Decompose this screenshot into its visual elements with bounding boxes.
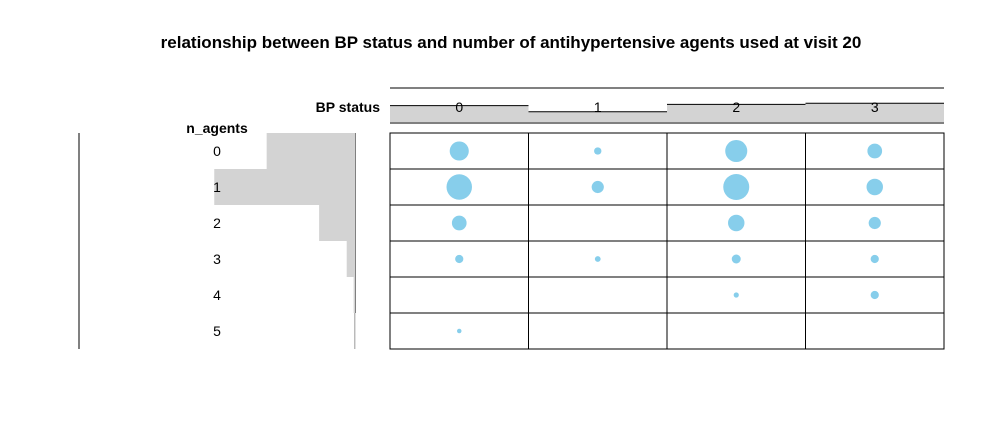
- balloon-point: [870, 254, 879, 264]
- column-label: 0: [455, 99, 463, 115]
- row-label: 0: [213, 143, 221, 159]
- balloon-point: [594, 147, 602, 155]
- balloon-point: [456, 328, 462, 334]
- column-total-bar: [390, 105, 529, 122]
- column-label: 1: [594, 99, 602, 115]
- row-total-bar: [353, 277, 355, 313]
- row-variable-label: n_agents: [186, 120, 248, 136]
- balloon-point: [446, 174, 472, 200]
- row-label: 1: [213, 179, 221, 195]
- row-total-bar: [354, 313, 356, 349]
- balloon-point: [867, 143, 883, 159]
- balloon-point: [591, 180, 604, 194]
- column-label: 2: [732, 99, 740, 115]
- balloon-point: [870, 290, 879, 300]
- balloon-point: [866, 178, 883, 196]
- balloon-point: [723, 174, 750, 200]
- row-label: 2: [213, 215, 221, 231]
- row-total-bar: [319, 205, 355, 241]
- row-label: 3: [213, 251, 221, 267]
- column-total-bar: [805, 103, 944, 122]
- balloon-point: [449, 141, 469, 161]
- balloon-point: [725, 139, 748, 163]
- column-label: 3: [871, 99, 879, 115]
- column-variable-label: BP status: [316, 99, 381, 115]
- row-label: 4: [213, 287, 221, 303]
- balloon-point: [733, 292, 739, 298]
- balloon-point: [731, 254, 741, 264]
- balloon-point: [455, 254, 464, 264]
- row-total-bar: [214, 169, 355, 205]
- chart-title: relationship between BP status and numbe…: [161, 33, 862, 52]
- balloon-point: [594, 256, 601, 262]
- row-total-bar: [346, 241, 355, 277]
- balloon-point: [451, 215, 467, 231]
- column-total-bar: [528, 111, 667, 122]
- row-label: 5: [213, 323, 221, 339]
- balloon-point: [868, 216, 881, 230]
- column-total-bar: [667, 104, 806, 122]
- balloon-point: [728, 214, 745, 232]
- row-total-bar: [266, 133, 355, 169]
